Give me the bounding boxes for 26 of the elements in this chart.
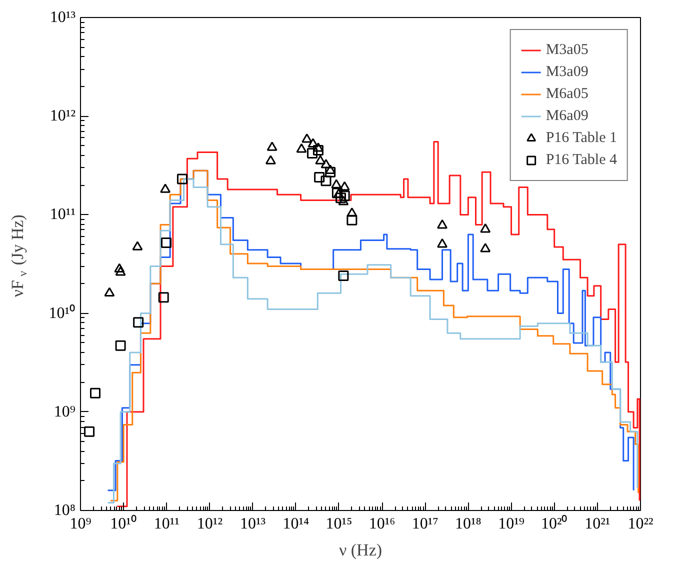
x-tick-label: 10¹⁴: [282, 516, 310, 532]
y-tick-label: 10¹⁰: [48, 304, 76, 322]
x-axis-title: ν (Hz): [338, 540, 382, 560]
x-tick-label: 10¹³: [240, 516, 266, 532]
x-tick-label: 10¹⁹: [498, 516, 525, 532]
x-tick-label: 10¹¹: [154, 516, 180, 532]
y-tick-label: 10¹³: [50, 9, 76, 26]
x-tick-label: 10¹⁶: [368, 516, 396, 532]
x-tick-label: 10¹⁸: [455, 516, 482, 532]
legend-label: P16 Table 1: [546, 130, 617, 146]
x-tick-label: 10¹⁷: [412, 516, 438, 532]
legend-label: M6a05: [546, 86, 588, 102]
x-tick-label: 10²¹: [584, 516, 610, 532]
legend-label: M3a05: [546, 42, 588, 58]
y-tick-label: 10¹²: [50, 108, 76, 125]
legend-label: M6a09: [546, 108, 588, 124]
y-tick-label: 10⁹: [54, 403, 76, 420]
x-tick-label: 10²⁰: [540, 514, 568, 532]
legend-label: P16 Table 4: [546, 152, 617, 168]
x-tick-label: 10¹²: [196, 516, 223, 532]
x-tick-label: 10¹⁰: [110, 514, 137, 532]
y-axis-title: νFν (Jy Hz): [8, 214, 30, 298]
x-tick-label: 10¹⁵: [326, 516, 352, 532]
x-tick-label: 10²²: [628, 516, 654, 532]
y-tick-label: 10¹¹: [50, 206, 76, 224]
legend-label: M3a09: [546, 64, 588, 80]
